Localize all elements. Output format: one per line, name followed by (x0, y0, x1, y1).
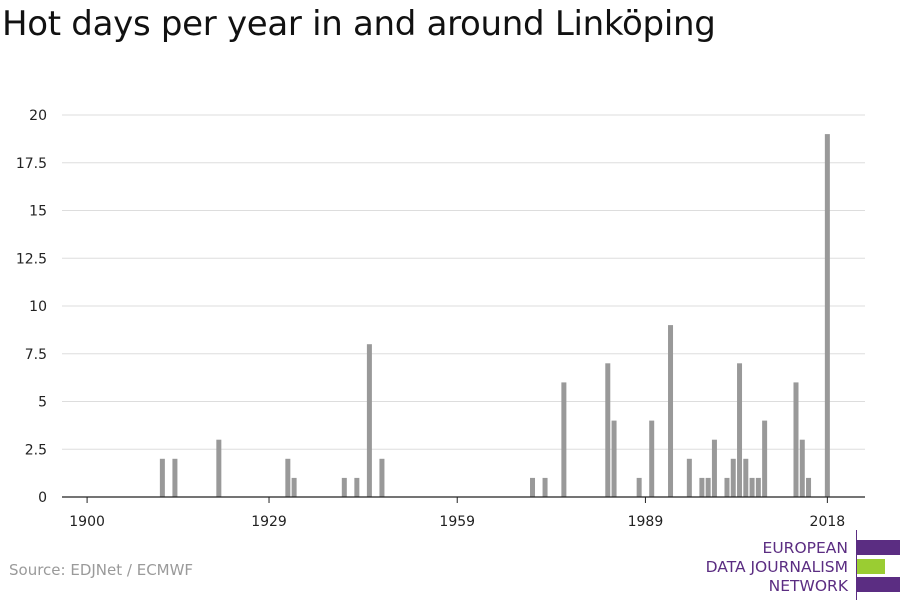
logo-divider (856, 530, 857, 600)
bar (824, 134, 830, 497)
y-tick-label: 7.5 (25, 347, 47, 363)
y-tick-label: 17.5 (16, 156, 47, 172)
bar (291, 477, 297, 497)
y-tick-label: 12.5 (16, 251, 47, 267)
edjnet-logo: EUROPEAN DATA JOURNALISM NETWORK (700, 530, 900, 600)
bar (379, 458, 385, 497)
bar (724, 477, 730, 497)
logo-bar-top (857, 540, 900, 555)
bar (530, 477, 536, 497)
bar (159, 458, 165, 497)
bar (366, 344, 372, 497)
y-tick-label: 2.5 (25, 442, 47, 458)
gridlines (62, 114, 865, 450)
source-note: Source: EDJNet / ECMWF (9, 561, 194, 579)
bar (172, 458, 178, 497)
bar (749, 477, 755, 497)
chart-title: Hot days per year in and around Linköpin… (2, 4, 716, 44)
x-axis (62, 496, 865, 503)
bar (762, 420, 768, 497)
bar (806, 477, 812, 497)
bar (755, 477, 761, 497)
bar (341, 477, 347, 497)
bar (636, 477, 642, 497)
bar (705, 477, 711, 497)
logo-bar-bottom (857, 577, 900, 592)
bar (799, 439, 805, 497)
x-tick-label: 1929 (251, 514, 287, 530)
x-tick-label: 1959 (439, 514, 475, 530)
bar (730, 458, 736, 497)
bar (605, 363, 611, 497)
bar (686, 458, 692, 497)
bar (737, 363, 743, 497)
logo-line-european: EUROPEAN (762, 539, 848, 557)
bar (561, 382, 567, 497)
x-tick-label: 2018 (810, 514, 846, 530)
bar (711, 439, 717, 497)
bar (611, 420, 617, 497)
x-tick-label: 1900 (69, 514, 105, 530)
x-tick-label: 1989 (628, 514, 664, 530)
y-axis-labels: 0 2.5 5 7.5 10 12.5 15 17.5 20 (16, 108, 47, 506)
bar (699, 477, 705, 497)
y-tick-label: 0 (38, 490, 47, 506)
logo-line-data-journalism: DATA JOURNALISM (705, 558, 848, 576)
bar (354, 477, 360, 497)
bar (649, 420, 655, 497)
bar (793, 382, 799, 497)
bar (743, 458, 749, 497)
x-axis-labels: 1900 1929 1959 1989 2018 (69, 514, 845, 530)
y-tick-label: 15 (29, 204, 47, 220)
bar (668, 325, 674, 497)
bar (216, 439, 222, 497)
y-tick-label: 10 (29, 299, 47, 315)
bar (285, 458, 291, 497)
bar (542, 477, 548, 497)
y-tick-label: 20 (29, 108, 47, 124)
logo-bar-middle (857, 559, 885, 574)
bars (159, 134, 830, 497)
y-tick-label: 5 (38, 395, 47, 411)
logo-line-network: NETWORK (768, 577, 848, 595)
